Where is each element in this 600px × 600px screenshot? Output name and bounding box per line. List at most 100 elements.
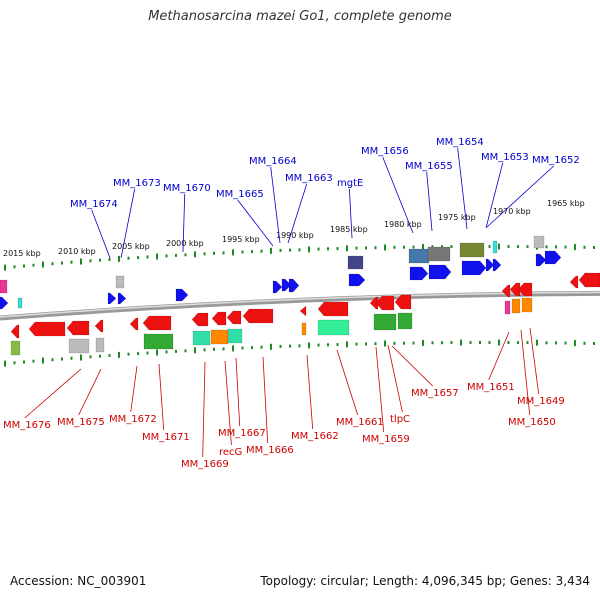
top-ruler-tick (251, 250, 253, 254)
reverse-gene-arrow (394, 294, 412, 310)
coordinate-ruler: 2015 kbp 2010 kbp 2005 kbp 2000 kbp 1995 kbp… (0, 199, 600, 367)
forward-gene-arrow (535, 253, 547, 267)
gene-label-mm-1666[interactable]: MM_1666 (246, 445, 294, 456)
gene-leader-line (287, 183, 308, 244)
forward-gene-arrow (485, 258, 495, 272)
gene-label-mm-1659[interactable]: MM_1659 (362, 434, 410, 445)
gene-label-recg[interactable]: recG (219, 447, 242, 458)
gene-label-mm-1674[interactable]: MM_1674 (70, 199, 118, 210)
top-ruler-tick (99, 258, 101, 262)
kbp-label: 1980 kbp (384, 220, 422, 229)
top-ruler-tick (583, 245, 586, 249)
gene-label-mm-1670[interactable]: MM_1670 (163, 183, 211, 194)
gene-label-mm-1671[interactable]: MM_1671 (142, 432, 190, 443)
reverse-gene-arrow (191, 312, 209, 327)
forward-gene-arrow (461, 260, 487, 276)
bottom-ruler-tick (232, 345, 234, 352)
bottom-ruler-tick (127, 352, 130, 356)
gene-label-mm-1667[interactable]: MM_1667 (218, 428, 266, 439)
misc-feature-box (227, 328, 243, 344)
misc-feature-box (143, 333, 174, 350)
top-ruler-tick (384, 244, 386, 251)
bottom-ruler-tick (194, 347, 196, 354)
gene-label-mm-1661[interactable]: MM_1661 (336, 417, 384, 428)
kbp-label: 1995 kbp (222, 235, 260, 244)
gene-leader-line (520, 329, 531, 416)
top-ruler-tick (80, 258, 82, 265)
top-ruler-tick (298, 248, 301, 252)
forward-gene-arrow (272, 280, 283, 294)
gene-leader-line (270, 166, 281, 244)
bottom-ruler-tick (574, 340, 576, 347)
gene-label-mm-1672[interactable]: MM_1672 (109, 414, 157, 425)
top-ruler-tick (89, 259, 92, 263)
gene-label-tlpc[interactable]: tlpC (390, 414, 410, 425)
gene-label-mm-1656[interactable]: MM_1656 (361, 146, 409, 157)
top-ruler-tick (127, 256, 130, 260)
misc-feature-box (459, 242, 485, 258)
kbp-label: 1990 kbp (276, 231, 314, 240)
bottom-ruler-tick (118, 351, 120, 358)
top-ruler-tick (13, 265, 16, 269)
top-ruler-tick (175, 253, 177, 257)
bottom-ruler-tick (327, 343, 329, 347)
bottom-ruler-tick (175, 349, 177, 353)
misc-feature-box (317, 319, 350, 336)
bottom-ruler-tick (545, 341, 548, 345)
gene-label-mgte[interactable]: mgtE (337, 178, 363, 189)
gene-label-mm-1651[interactable]: MM_1651 (467, 382, 515, 393)
bottom-ruler-tick (146, 351, 149, 355)
bottom-ruler-tick (355, 342, 358, 346)
bottom-ruler-tick (526, 341, 529, 345)
reverse-gene-arrow (28, 321, 66, 337)
bottom-ruler-tick (583, 341, 586, 345)
top-ruler-tick (289, 248, 291, 252)
top-ruler-tick (412, 245, 415, 249)
forward-gene-arrow (492, 258, 502, 272)
top-ruler-tick (165, 254, 168, 258)
reverse-gene-arrow (129, 317, 139, 331)
gene-label-mm-1673[interactable]: MM_1673 (113, 178, 161, 189)
top-ruler-tick (213, 251, 215, 255)
bottom-ruler-tick (498, 339, 500, 346)
gene-label-mm-1669[interactable]: MM_1669 (181, 459, 229, 470)
gene-label-mm-1650[interactable]: MM_1650 (508, 417, 556, 428)
bottom-ruler-tick (89, 355, 92, 359)
reverse-gene-arrow (94, 319, 104, 333)
gene-label-mm-1654[interactable]: MM_1654 (436, 137, 484, 148)
gene-label-mm-1665[interactable]: MM_1665 (216, 189, 264, 200)
top-ruler-tick (507, 245, 510, 248)
gene-label-mm-1663[interactable]: MM_1663 (285, 173, 333, 184)
misc-feature-box (347, 255, 364, 270)
reverse-gene-arrow (142, 315, 172, 331)
forward-gene-arrow (348, 273, 366, 287)
bottom-ruler-tick (450, 341, 453, 345)
reverse-gene-arrow (375, 295, 395, 311)
gene-label-mm-1653[interactable]: MM_1653 (481, 152, 529, 163)
top-ruler-tick (184, 253, 187, 257)
bottom-ruler-tick (308, 342, 310, 349)
bottom-ruler-tick (260, 345, 263, 349)
bottom-ruler-tick (317, 343, 320, 347)
gene-label-mm-1676[interactable]: MM_1676 (3, 420, 51, 431)
gene-label-mm-1657[interactable]: MM_1657 (411, 388, 459, 399)
gene-label-mm-1655[interactable]: MM_1655 (405, 161, 453, 172)
top-ruler-tick (279, 248, 282, 252)
bottom-ruler-tick (156, 349, 158, 356)
gene-label-mm-1675[interactable]: MM_1675 (57, 417, 105, 428)
reverse-gene-arrow (317, 301, 349, 317)
misc-feature-box (210, 329, 229, 345)
bottom-ruler-tick (403, 341, 405, 345)
forward-gene-arrow (288, 278, 300, 293)
gene-label-mm-1649[interactable]: MM_1649 (517, 396, 565, 407)
gene-label-mm-1662[interactable]: MM_1662 (291, 431, 339, 442)
bottom-ruler-tick (4, 360, 6, 367)
misc-feature-box (115, 275, 125, 289)
gene-label-mm-1664[interactable]: MM_1664 (249, 156, 297, 167)
bottom-ruler-tick (593, 342, 595, 345)
top-ruler-tick (137, 256, 139, 260)
bottom-ruler-tick (51, 358, 54, 362)
misc-feature-box (397, 312, 413, 330)
top-ruler-tick (327, 247, 329, 251)
gene-label-mm-1652[interactable]: MM_1652 (532, 155, 580, 166)
